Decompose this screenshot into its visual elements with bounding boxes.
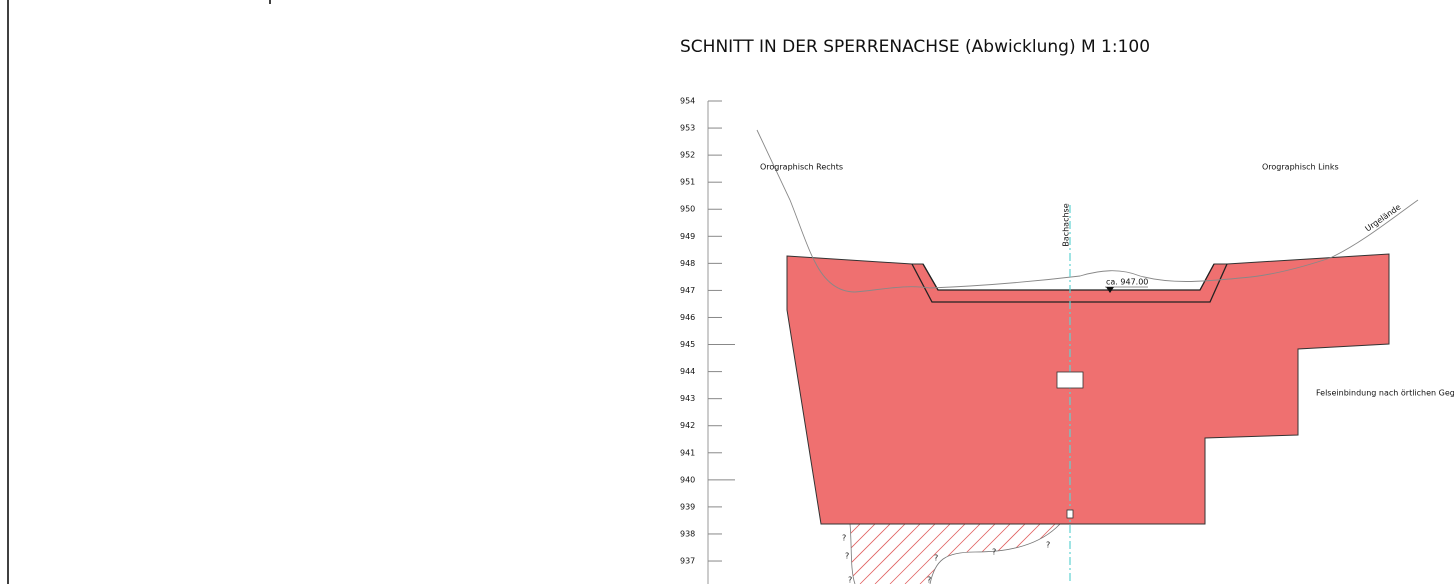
question-mark: ?: [842, 534, 846, 543]
hatch-line: [850, 524, 916, 584]
elevation-label: 954: [680, 97, 695, 106]
level-label: ca. 947.00: [1106, 278, 1148, 287]
elevation-label: 937: [680, 557, 695, 566]
elevation-label: 950: [680, 205, 695, 214]
opening: [1066, 509, 1074, 519]
channel-outline: [911, 263, 1228, 303]
axis-label: Bachachse: [1062, 203, 1071, 246]
hatch-line: [889, 524, 961, 584]
elevation-label: 948: [680, 259, 695, 268]
dam-body: [786, 253, 1390, 525]
question-mark: ?: [845, 552, 849, 561]
hatch-line: [850, 524, 886, 584]
elevation-label: 939: [680, 502, 695, 511]
elevation-label: 945: [680, 340, 695, 349]
elevation-label: 949: [680, 232, 695, 241]
rock-line: [929, 523, 1061, 584]
hatch-line: [874, 524, 946, 584]
elevation-label: 951: [680, 178, 695, 187]
elevation-label: 946: [680, 313, 695, 322]
level-marker: [1106, 287, 1114, 293]
elevation-label: 944: [680, 367, 695, 376]
drawing-title: SCHNITT IN DER SPERRENACHSE (Abwicklung)…: [680, 37, 1150, 57]
question-mark: ?: [848, 576, 852, 584]
rock-line: [849, 523, 856, 584]
elevation-label: 952: [680, 151, 695, 160]
rock-label: Felseinbindung nach örtlichen Gegeb: [1316, 389, 1454, 398]
terrain-label: Urgelände: [1364, 202, 1403, 233]
terrain-line: [756, 129, 1419, 293]
opening: [1056, 371, 1084, 389]
hatch-line: [919, 524, 991, 584]
elevation-label: 953: [680, 124, 695, 133]
hatch-line: [859, 524, 931, 584]
elevation-label: 938: [680, 529, 695, 538]
elevation-label: 941: [680, 448, 695, 457]
hatch-line: [850, 524, 871, 584]
elevation-label: 942: [680, 421, 695, 430]
question-mark: ?: [927, 576, 931, 584]
channel-inner: [922, 263, 1215, 291]
bank-label: Orographisch Links: [1262, 163, 1339, 172]
hatch-line: [850, 524, 901, 584]
question-mark: ?: [1046, 541, 1050, 550]
bank-label: Orographisch Rechts: [760, 163, 843, 172]
elevation-label: 947: [680, 286, 695, 295]
elevation-label: 940: [680, 475, 695, 484]
elevation-label: 943: [680, 394, 695, 403]
hatch-line: [904, 524, 976, 584]
question-mark: ?: [934, 554, 938, 563]
question-mark: ?: [992, 548, 996, 557]
